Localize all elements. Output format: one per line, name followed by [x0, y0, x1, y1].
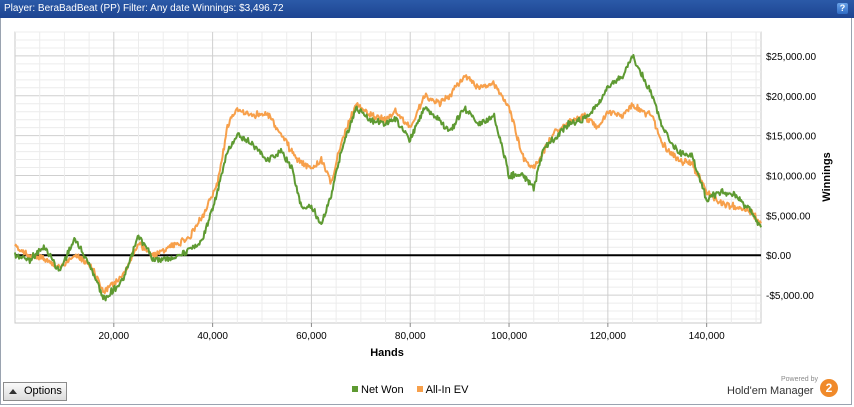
chart-legend: Net Won All-In EV [352, 384, 478, 396]
legend-swatch [352, 386, 358, 393]
x-tick-label: 60,000 [296, 331, 327, 342]
hem2-logo-icon: 2 [820, 379, 838, 397]
window-titlebar: Player: BeraBadBeat (PP) Filter: Any dat… [0, 0, 854, 18]
series-line-all-in-ev [14, 74, 762, 295]
powered-by-text: Powered by [781, 376, 818, 383]
options-button[interactable]: Options [3, 382, 67, 401]
y-tick-label: $5,000.00 [766, 211, 811, 222]
x-tick-labels: 20,000 40,000 60,000 80,000 100,000 120,000 14… [99, 323, 726, 342]
chart-frame [0, 18, 852, 405]
grid-lines [15, 31, 761, 323]
x-tick-label: 120,000 [590, 331, 627, 342]
window-title: Player: BeraBadBeat (PP) Filter: Any dat… [4, 3, 284, 14]
y-tick-label: $0.00 [766, 251, 791, 262]
x-tick-label: 80,000 [395, 331, 426, 342]
y-tick-label: $10,000.00 [766, 172, 816, 183]
options-label: Options [24, 385, 62, 397]
x-tick-label: 20,000 [99, 331, 130, 342]
legend-swatch [416, 386, 423, 393]
legend-label: Net Won [361, 384, 404, 396]
y-axis-label: Winnings [821, 152, 833, 201]
legend-item-all-in-ev: All-In EV [416, 384, 469, 396]
brand-name: Hold'em Manager [727, 385, 814, 397]
plot-area [14, 31, 762, 324]
y-tick-label: $20,000.00 [766, 92, 816, 103]
y-tick-labels: $25,000.00 $20,000.00 $15,000.00 $10,000.00… [766, 52, 816, 302]
x-tick-label: 140,000 [689, 331, 726, 342]
y-tick-label: -$5,000.00 [766, 291, 814, 302]
legend-item-net-won: Net Won [352, 384, 404, 396]
x-axis-label: Hands [370, 347, 404, 359]
series-line-net-won [14, 54, 762, 302]
y-tick-label: $25,000.00 [766, 52, 816, 63]
y-tick-label: $15,000.00 [766, 132, 816, 143]
legend-label: All-In EV [425, 384, 469, 396]
series-lines [14, 54, 762, 302]
help-icon[interactable]: ? [837, 3, 848, 14]
triangle-up-icon [9, 389, 17, 394]
x-tick-label: 40,000 [197, 331, 228, 342]
x-tick-label: 100,000 [491, 331, 528, 342]
